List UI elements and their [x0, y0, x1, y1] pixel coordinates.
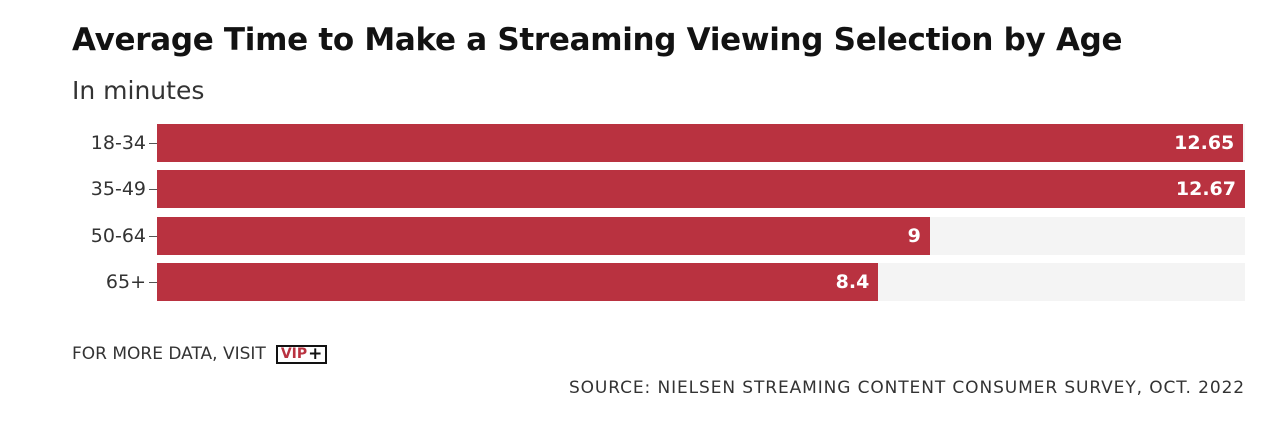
axis-tick [149, 143, 157, 144]
more-data-link[interactable]: FOR MORE DATA, VISIT VIP + [72, 343, 328, 364]
bar-value-label: 9 [907, 224, 921, 247]
bar-value-label: 8.4 [835, 270, 870, 293]
category-label: 65+ [105, 270, 146, 293]
axis-tick [149, 235, 157, 237]
bar [157, 216, 930, 255]
vip-logo-plus: + [308, 343, 323, 364]
bar [157, 170, 1245, 209]
more-data-text: FOR MORE DATA, VISIT [72, 344, 266, 364]
vip-plus-logo[interactable]: VIP + [275, 343, 328, 364]
category-label: 35-49 [90, 178, 146, 201]
bar [157, 124, 1244, 162]
chart-title: Average Time to Make a Streaming Viewing… [72, 22, 1123, 58]
category-label: 50-64 [90, 224, 146, 247]
category-label: 18-34 [90, 132, 146, 154]
axis-tick [149, 189, 157, 191]
axis-tick [149, 281, 157, 283]
vip-logo-text: VIP [280, 345, 308, 362]
bar [157, 262, 879, 301]
bar-value-label: 12.67 [1175, 178, 1236, 201]
bar-value-label: 12.65 [1174, 132, 1235, 154]
chart-subtitle: In minutes [72, 76, 205, 105]
source-note: SOURCE: NIELSEN STREAMING CONTENT CONSUM… [568, 378, 1245, 398]
